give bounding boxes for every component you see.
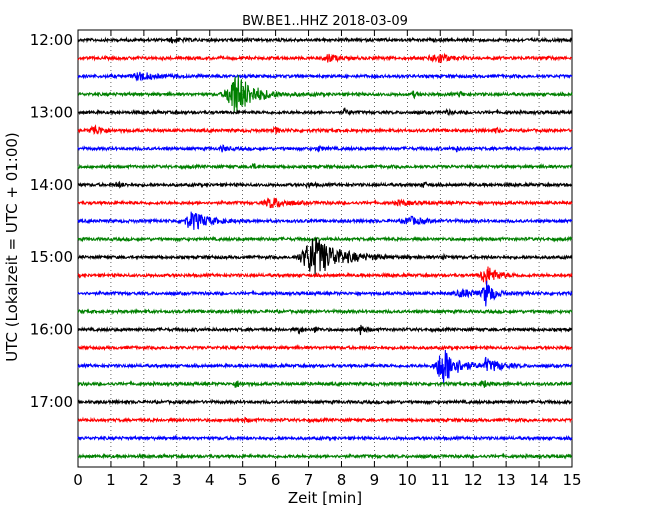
x-tick-label: 7	[304, 471, 314, 489]
trace-lines	[77, 36, 573, 460]
grid-lines	[110, 30, 540, 467]
chart-title: BW.BE1..HHZ 2018-03-09	[242, 14, 408, 29]
trace-line-12:45	[77, 74, 573, 114]
y-tick-label: 14:00	[30, 176, 73, 194]
trace-line-17:00	[77, 398, 573, 406]
trace-line-16:15	[77, 343, 573, 352]
x-tick-label: 0	[73, 471, 83, 489]
trace-line-17:30	[77, 434, 573, 442]
x-tick-label: 9	[370, 471, 380, 489]
x-axis-label: Zeit [min]	[288, 489, 362, 507]
x-tick-label: 1	[106, 471, 116, 489]
trace-line-13:00	[77, 107, 573, 117]
trace-line-16:45	[77, 380, 573, 388]
x-tick-label: 15	[562, 471, 581, 489]
y-tick-label: 15:00	[30, 248, 73, 266]
trace-line-15:30	[77, 280, 573, 307]
trace-line-14:30	[77, 211, 573, 230]
trace-line-15:15	[77, 266, 573, 285]
trace-line-16:00	[77, 324, 573, 336]
trace-line-13:45	[77, 162, 573, 171]
axis-ticks	[77, 30, 573, 467]
x-tick-label: 8	[337, 471, 347, 489]
x-tick-label: 13	[497, 471, 516, 489]
y-tick-label: 13:00	[30, 103, 73, 121]
x-tick-label: 10	[398, 471, 417, 489]
trace-line-15:00	[77, 237, 573, 276]
trace-line-14:15	[77, 197, 573, 209]
trace-line-15:45	[77, 308, 573, 316]
x-tick-label: 11	[431, 471, 450, 489]
x-tick-label: 6	[271, 471, 281, 489]
x-tick-labels: 0 1 2 3 4 5 6 7 8 9 10 11 12 13 14 15	[73, 471, 581, 489]
x-tick-label: 4	[205, 471, 215, 489]
x-tick-label: 5	[238, 471, 248, 489]
x-tick-label: 2	[139, 471, 149, 489]
y-tick-labels: 12:00 13:00 14:00 15:00 16:00 17:00	[30, 31, 73, 411]
trace-line-16:30	[77, 350, 573, 384]
y-axis-label: UTC (Lokalzeit = UTC + 01:00)	[3, 132, 21, 362]
x-tick-label: 14	[530, 471, 549, 489]
trace-line-13:15	[77, 124, 573, 136]
y-tick-label: 17:00	[30, 393, 73, 411]
trace-line-17:15	[77, 416, 573, 425]
trace-line-13:30	[77, 144, 573, 153]
trace-line-14:45	[77, 235, 573, 243]
trace-line-12:15	[77, 52, 573, 64]
trace-line-17:45	[77, 452, 573, 460]
x-tick-label: 3	[172, 471, 182, 489]
x-tick-label: 12	[464, 471, 483, 489]
y-tick-label: 12:00	[30, 31, 73, 49]
y-tick-label: 16:00	[30, 321, 73, 339]
trace-line-12:30	[77, 71, 573, 82]
plot-frame	[77, 29, 573, 468]
trace-line-14:00	[77, 180, 573, 190]
trace-line-12:00	[77, 36, 573, 44]
